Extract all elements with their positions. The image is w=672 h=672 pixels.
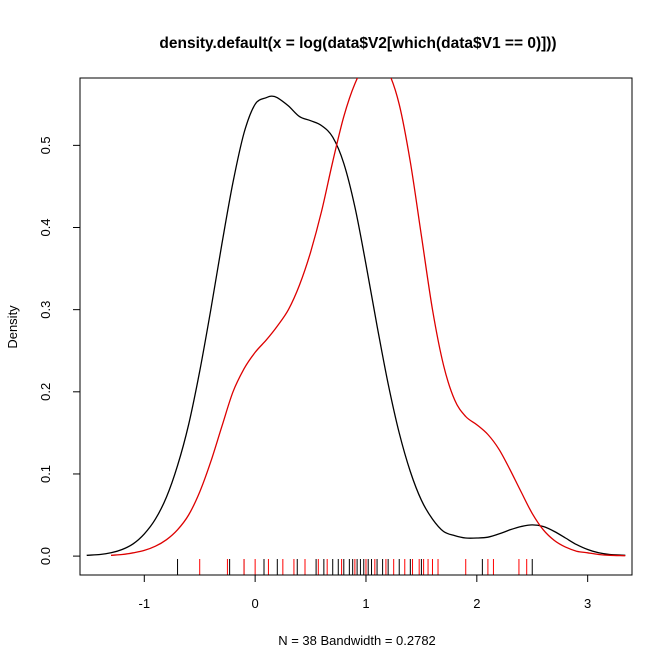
plot-frame (79, 77, 633, 576)
x-tick-label: -1 (139, 596, 151, 611)
chart-title: density.default(x = log(data$V2[which(da… (159, 35, 556, 52)
density-line-1 (86, 95, 626, 556)
rug-marks (177, 559, 533, 575)
y-tick-label: 0.0 (38, 547, 53, 565)
y-tick-label: 0.4 (38, 218, 53, 236)
y-axis-label: Density (5, 305, 20, 349)
y-tick-label: 0.3 (38, 301, 53, 319)
y-tick-label: 0.1 (38, 465, 53, 483)
x-tick-label: 1 (362, 596, 369, 611)
y-tick-label: 0.5 (38, 136, 53, 154)
x-tick-label: 0 (252, 596, 259, 611)
y-tick-label: 0.2 (38, 383, 53, 401)
x-axis: -1 0 1 2 3 (139, 574, 591, 611)
x-tick-label: 2 (473, 596, 480, 611)
density-curves (86, 78, 626, 557)
density-line-2 (110, 78, 626, 557)
x-axis-label: N = 38 Bandwidth = 0.2782 (278, 633, 436, 648)
y-axis: 0.0 0.1 0.2 0.3 0.4 0.5 (38, 136, 81, 565)
x-tick-label: 3 (584, 596, 591, 611)
